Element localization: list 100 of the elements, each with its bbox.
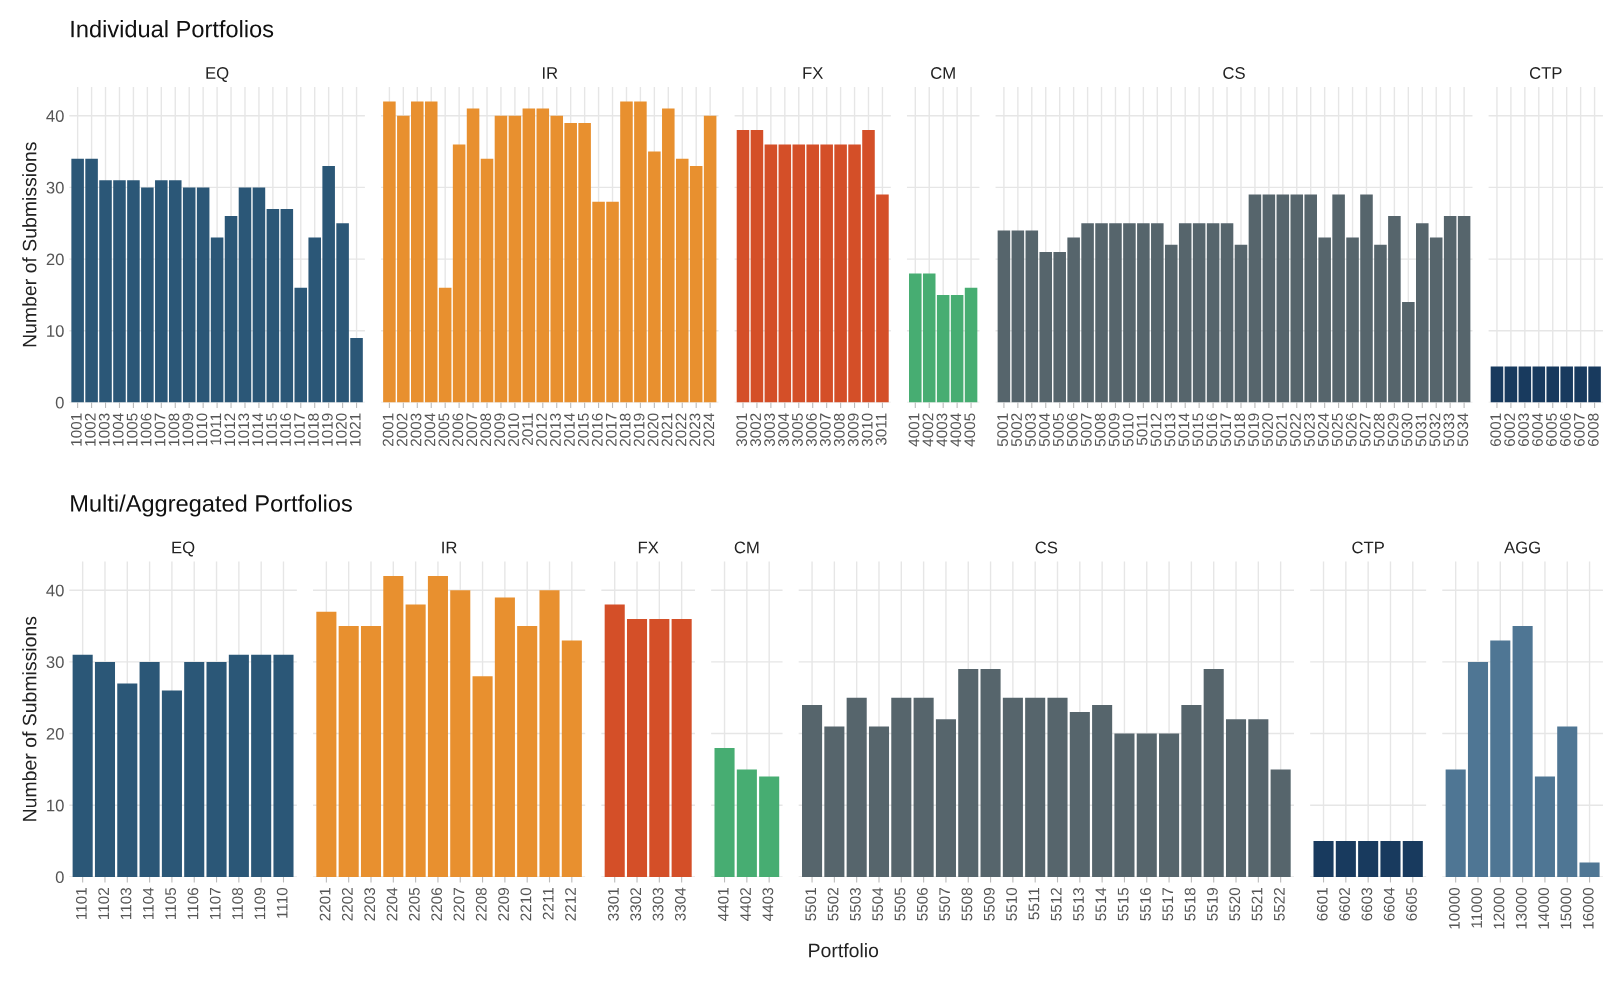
y-tick-label: 30 — [46, 656, 64, 669]
chart-title: CS — [1035, 541, 1058, 554]
x-tick-label: 6004 — [1532, 413, 1543, 447]
x-tick-label: 1013 — [238, 413, 250, 446]
bar — [196, 187, 210, 403]
x-tick-label: 2003 — [410, 413, 422, 447]
x-tick-label: 2207 — [453, 888, 465, 921]
x-tick-label: 2201 — [319, 888, 331, 921]
bar — [1457, 216, 1471, 403]
bar — [802, 704, 823, 877]
x-tick-label: 2011 — [522, 413, 533, 445]
x-tick-label: 2211 — [542, 888, 554, 920]
bar — [1490, 640, 1511, 877]
y-axis-title: Number of Submissions — [22, 616, 37, 821]
bar — [1234, 244, 1248, 403]
bar — [508, 115, 522, 403]
x-tick-label: 5024 — [1317, 413, 1329, 447]
x-tick-label: 5510 — [1006, 887, 1017, 921]
x-tick-label: 1012 — [224, 413, 236, 446]
bar — [1206, 223, 1220, 403]
x-tick-label: 2208 — [475, 887, 487, 921]
x-tick-label: 2204 — [386, 887, 398, 921]
x-tick-label: 5504 — [872, 887, 884, 921]
y-tick-label: 30 — [46, 181, 64, 194]
x-tick-label: 2009 — [494, 413, 506, 447]
bar — [139, 661, 160, 877]
x-tick-label: 1010 — [196, 413, 208, 446]
x-tick-label: 6603 — [1361, 887, 1373, 921]
bar — [1557, 726, 1578, 877]
x-tick-label: 5004 — [1039, 413, 1050, 447]
x-tick-label: 6604 — [1383, 887, 1395, 921]
bar — [1248, 194, 1262, 403]
x-tick-label: 3010 — [861, 413, 873, 447]
bar — [980, 669, 1001, 877]
x-tick-label: 5029 — [1387, 413, 1399, 447]
x-tick-label: 2006 — [452, 413, 464, 447]
y-tick-label: 40 — [46, 584, 64, 597]
bar — [184, 661, 205, 877]
x-tick-label: 5028 — [1373, 413, 1385, 447]
x-tick-label: 1008 — [168, 413, 180, 446]
x-tick-label: 5009 — [1108, 413, 1120, 447]
bar — [1069, 712, 1090, 877]
chart-title: FX — [803, 67, 824, 79]
x-tick-label: 5011 — [1136, 413, 1148, 446]
bar — [1467, 661, 1489, 877]
x-tick-label: 5027 — [1359, 413, 1371, 447]
bar — [117, 683, 138, 877]
x-tick-label: 1006 — [140, 413, 152, 446]
x-tick-label: 2001 — [382, 413, 394, 447]
x-tick-label: 2002 — [396, 413, 408, 447]
bar — [228, 654, 249, 877]
x-tick-label: 2017 — [605, 413, 617, 447]
bar — [824, 726, 845, 877]
x-tick-label: 1101 — [75, 888, 87, 919]
x-tick-label: 5005 — [1052, 413, 1064, 447]
x-tick-label: 4002 — [922, 413, 934, 447]
bar — [466, 108, 480, 403]
x-tick-label: 5008 — [1094, 413, 1106, 447]
x-tick-label: 2203 — [364, 887, 376, 921]
bar — [1136, 733, 1157, 877]
bar — [383, 575, 404, 877]
x-tick-label: 5031 — [1415, 413, 1427, 447]
x-tick-label: 1020 — [335, 413, 347, 446]
x-tick-label: 3007 — [819, 413, 831, 447]
x-tick-label: 6008 — [1587, 413, 1599, 447]
x-tick-label: 3304 — [674, 887, 686, 921]
x-tick-label: 2012 — [536, 413, 547, 447]
bar — [1159, 733, 1180, 877]
bar — [1534, 776, 1555, 877]
x-tick-label: 1105 — [165, 887, 177, 919]
bar — [1092, 704, 1113, 877]
x-tick-label: 5012 — [1150, 413, 1162, 447]
x-tick-label: 5017 — [1220, 413, 1232, 447]
x-tick-label: 3001 — [736, 413, 748, 447]
bar — [480, 158, 494, 403]
x-tick-label: 5003 — [1025, 413, 1036, 447]
bar — [958, 669, 979, 877]
x-tick-label: 4403 — [762, 887, 774, 921]
x-tick-label: 5001 — [997, 413, 1009, 447]
x-tick-label: 3005 — [792, 413, 803, 447]
bar — [360, 626, 382, 877]
chart-title: CM — [931, 67, 955, 79]
x-tick-label: 15000 — [1560, 887, 1572, 929]
bar — [1011, 230, 1025, 403]
x-tick-label: 3002 — [750, 413, 762, 447]
bar — [494, 115, 508, 403]
bar — [1002, 697, 1023, 877]
bar — [1220, 223, 1234, 403]
x-tick-label: 3009 — [847, 413, 859, 447]
bar — [338, 626, 359, 877]
x-tick-label: 1107 — [209, 888, 221, 919]
x-tick-label: 2004 — [424, 413, 436, 447]
x-tick-label: 5026 — [1345, 413, 1357, 447]
x-tick-label: 2010 — [508, 413, 520, 447]
x-tick-label: 14000 — [1538, 887, 1550, 929]
x-tick-label: 5020 — [1262, 413, 1273, 447]
bar — [94, 661, 116, 877]
x-tick-label: 5018 — [1234, 413, 1246, 447]
y-tick-label: 20 — [46, 253, 64, 266]
bar — [1025, 697, 1046, 877]
